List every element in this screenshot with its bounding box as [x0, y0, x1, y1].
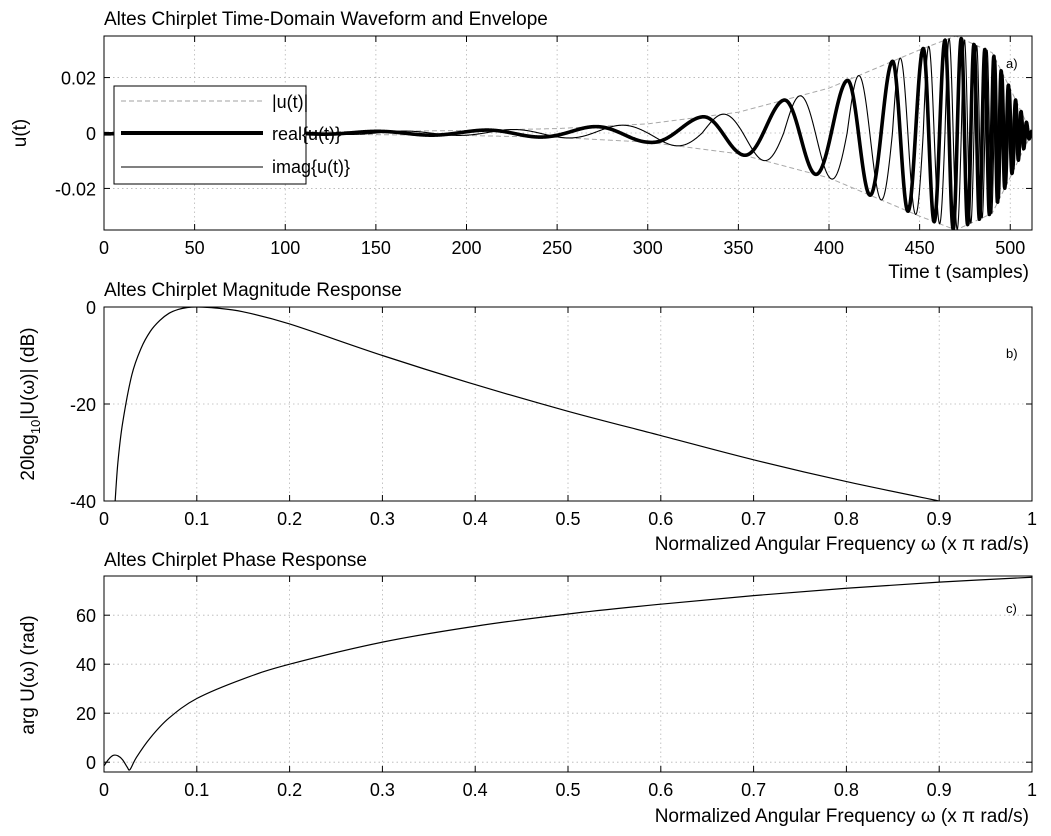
panel-c-plot	[104, 576, 1032, 771]
x-tick-label: 0.8	[834, 780, 859, 800]
x-tick-label: 400	[814, 238, 844, 258]
x-tick-label: 0	[99, 509, 109, 529]
x-tick-label: 0	[99, 238, 109, 258]
x-tick-label: 0.4	[463, 509, 488, 529]
x-tick-label: 300	[633, 238, 663, 258]
x-tick-label: 0.3	[370, 509, 395, 529]
x-tick-label: 0.9	[927, 780, 952, 800]
x-tick-label: 100	[270, 238, 300, 258]
x-tick-label: 200	[451, 238, 481, 258]
x-tick-label: 0.5	[555, 509, 580, 529]
panel-b-xlabel: Normalized Angular Frequency ω (x π rad/…	[655, 534, 1029, 555]
panel-c-xlabel: Normalized Angular Frequency ω (x π rad/…	[655, 806, 1029, 827]
x-tick-label: 0.6	[648, 509, 673, 529]
x-tick-label: 50	[185, 238, 205, 258]
legend-label-imag: imag{u(t)}	[272, 157, 350, 177]
panel-c-ylabel: arg U(ω) (rad)	[18, 615, 39, 734]
y-tick-label: 60	[76, 606, 96, 626]
panel-b-grid	[104, 306, 1032, 502]
x-tick-label: 0.9	[927, 509, 952, 529]
x-tick-label: 0.2	[277, 509, 302, 529]
x-tick-label: 0.6	[648, 780, 673, 800]
panel-c: Altes Chirplet Phase Response 0 0.1 0.2 0.3…	[18, 550, 1037, 827]
panel-c-title: Altes Chirplet Phase Response	[104, 550, 367, 571]
x-tick-label: 0.1	[184, 509, 209, 529]
legend-label-envelope: |u(t)|	[272, 92, 308, 112]
x-tick-label: 0.7	[741, 780, 766, 800]
panel-c-label: c)	[1006, 601, 1017, 616]
x-tick-label: 1	[1027, 509, 1037, 529]
panel-a: Altes Chirplet Time-Domain Waveform and …	[10, 9, 1033, 283]
y-tick-label: -40	[70, 492, 96, 512]
y-tick-label: 0	[86, 298, 96, 318]
panel-b-label: b)	[1006, 346, 1018, 361]
x-tick-label: 0.1	[184, 780, 209, 800]
panel-a-legend: |u(t)| real{u(t)} imag{u(t)}	[113, 85, 350, 185]
x-tick-label: 500	[995, 238, 1025, 258]
y-tick-label: 40	[76, 655, 96, 675]
panel-a-xlabel: Time t (samples)	[888, 262, 1029, 283]
y-tick-label: -0.02	[55, 179, 96, 199]
x-tick-label: 0.4	[463, 780, 488, 800]
panel-b-ylabel-post: |U(ω)| (dB)	[18, 327, 39, 419]
series-phase	[104, 576, 1032, 771]
x-tick-label: 250	[542, 238, 572, 258]
x-tick-label: 0.8	[834, 509, 859, 529]
y-tick-label: -20	[70, 395, 96, 415]
panel-c-grid	[104, 576, 1032, 772]
panel-b-ylabel: 20log10|U(ω)| (dB)	[18, 327, 43, 480]
panel-b-ticks: 0 0.1 0.2 0.3 0.4 0.5 0.6 0.7 0.8 0.9 1 -40 -20 0	[70, 298, 1037, 529]
x-tick-label: 350	[723, 238, 753, 258]
panel-b-ylabel-sub: 10	[28, 420, 43, 434]
x-tick-label: 450	[905, 238, 935, 258]
y-tick-label: 0	[86, 753, 96, 773]
panel-a-ylabel: u(t)	[10, 119, 31, 148]
x-tick-label: 0.5	[555, 780, 580, 800]
y-tick-label: 0	[86, 124, 96, 144]
x-tick-label: 150	[361, 238, 391, 258]
y-tick-label: 0.02	[61, 69, 96, 89]
panel-a-ticks: 0 50 100 150 200 250 300 350 400 450 500 -0.02 0 0.02	[55, 36, 1032, 258]
panel-a-label: a)	[1006, 56, 1018, 71]
panel-b-title: Altes Chirplet Magnitude Response	[104, 280, 402, 301]
legend-label-real: real{u(t)}	[272, 124, 341, 144]
x-tick-label: 0	[99, 780, 109, 800]
x-tick-label: 1	[1027, 780, 1037, 800]
panel-a-title: Altes Chirplet Time-Domain Waveform and …	[104, 9, 548, 30]
x-tick-label: 0.7	[741, 509, 766, 529]
panel-b-ylabel-pre: 20log	[18, 434, 39, 481]
panel-b: Altes Chirplet Magnitude Response 0 0.1 0.…	[18, 280, 1037, 555]
y-tick-label: 20	[76, 704, 96, 724]
x-tick-label: 0.3	[370, 780, 395, 800]
panel-c-ticks: 0 0.1 0.2 0.3 0.4 0.5 0.6 0.7 0.8 0.9 1 0 20 40 60	[76, 576, 1037, 800]
x-tick-label: 0.2	[277, 780, 302, 800]
